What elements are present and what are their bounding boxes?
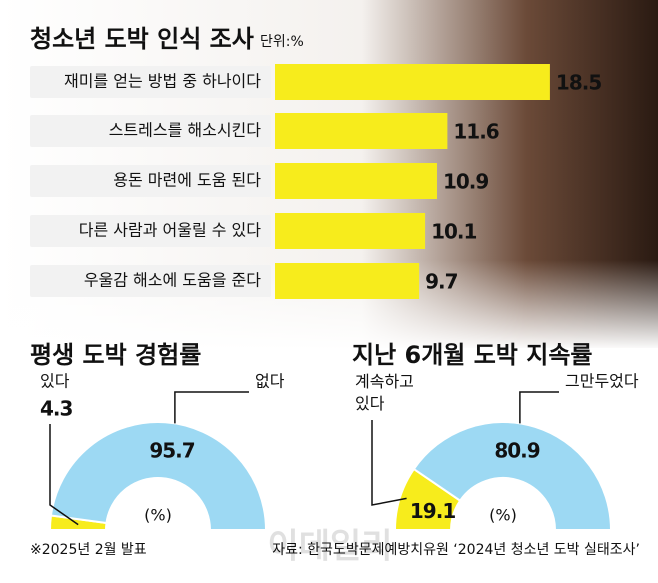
unit: 단위:% [260,34,304,50]
value-label: 80.9 [494,439,539,463]
bar [275,213,426,249]
source: 자료: 한국도박문제예방치유원 ‘2024년 청소년 도박 실태조사’ [272,542,640,558]
value-label: 19.1 [410,499,455,523]
label-box [30,66,271,98]
center-label: (%) [144,506,172,525]
leader-line [174,391,249,424]
center-label: (%) [489,506,517,525]
leader-line [49,424,79,526]
chart-title: 평생 도박 경험률 [30,341,201,369]
bar [275,163,437,199]
category-label: 다른 사람과 어울릴 수 있다 [79,221,262,240]
category-label: 있다 [40,372,70,391]
value-label: 10.9 [443,170,488,194]
footnote: ※2025년 2월 발표 [30,542,147,558]
donut-segment [49,421,268,531]
category-label: 스트레스를 해소시킨다 [109,121,262,140]
watermark: 이데일리 [267,527,392,567]
chart-title: 지난 6개월 도박 지속률 [352,341,593,369]
category-label: 그만두었다 [565,372,639,391]
category-label: 우울감 해소에 도움을 준다 [84,271,261,290]
bar [275,113,448,149]
label-box [30,215,271,247]
label-box [30,165,271,197]
category-label-line: 있다 [355,394,385,413]
value-label: 18.5 [556,71,601,95]
bar [275,263,420,299]
category-label: 용돈 마련에 도움 된다 [113,171,261,190]
leader-line [519,391,559,424]
category-label-line: 계속하고 [355,372,414,391]
value-label: 11.6 [453,120,498,144]
value-label: 4.3 [40,397,73,421]
chart-title: 청소년 도박 인식 조사 [30,25,254,53]
label-box [30,115,271,147]
leader-line [371,420,407,506]
value-label: 9.7 [425,270,458,294]
category-label: 없다 [255,372,285,391]
bar [275,64,550,100]
value-label: 95.7 [149,439,194,463]
category-label: 재미를 얻는 방법 중 하나이다 [64,72,261,91]
label-box [30,265,271,297]
donut-segment [412,421,613,531]
value-label: 10.1 [431,220,476,244]
